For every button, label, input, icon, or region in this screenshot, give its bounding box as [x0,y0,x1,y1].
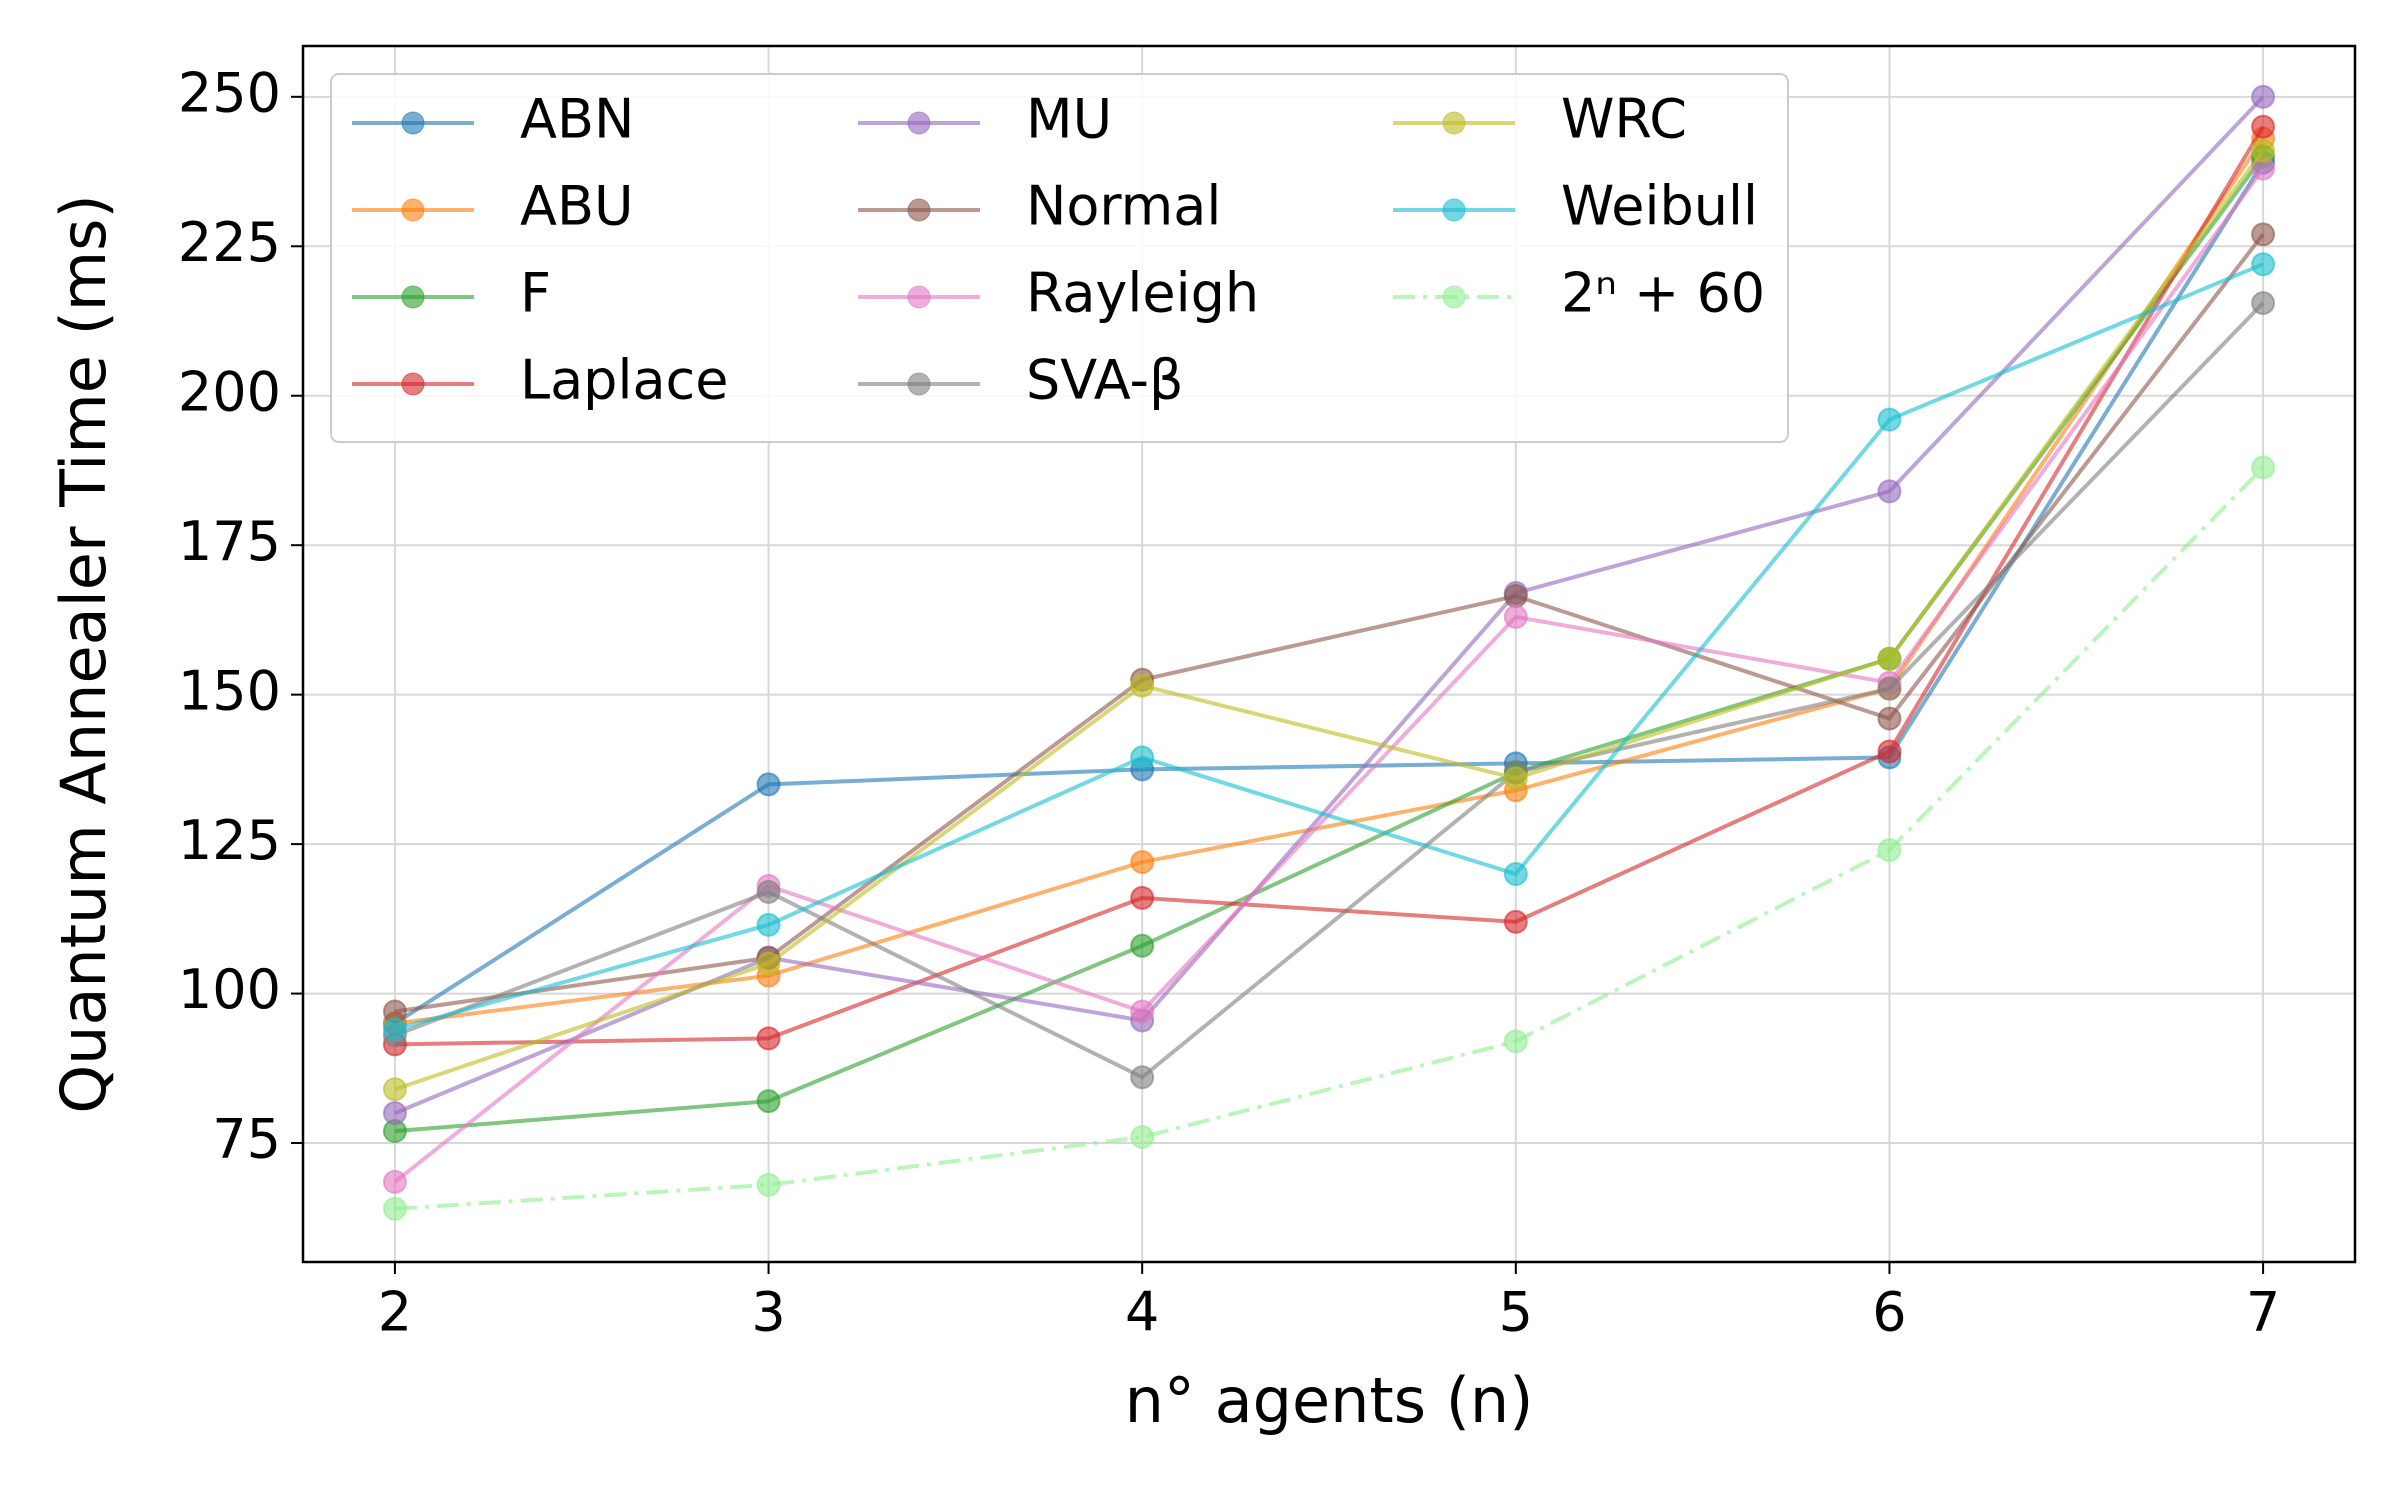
legend-label: Rayleigh [1026,262,1259,325]
point [1130,933,1155,958]
legend-marker [907,111,931,135]
legend-marker [1442,111,1466,135]
legend-marker [1442,198,1466,222]
point [2251,114,2276,139]
point [2251,455,2276,480]
point [1130,850,1155,875]
legend-marker [401,372,425,396]
point [1130,1065,1155,1090]
point [1877,706,1902,731]
y-tick-label: 125 [178,809,281,872]
legend-label: MU [1026,88,1112,151]
x-tick-label: 5 [1499,1281,1533,1344]
y-tick-label: 100 [178,958,281,1021]
legend-marker [907,198,931,222]
legend-marker [1442,285,1466,309]
x-axis-label: n° agents (n) [1125,1364,1534,1437]
point [1877,739,1902,764]
legend-label: WRC [1561,88,1687,151]
series-line [394,466,2265,1211]
point [2251,222,2276,247]
point [1877,646,1902,671]
plot-frame [301,44,2357,1264]
point [756,951,781,976]
point [1503,862,1528,887]
point [1877,838,1902,863]
y-tick-label: 225 [178,211,281,274]
x-tick-label: 2 [378,1281,412,1344]
point [756,879,781,904]
legend-label: ABN [520,88,634,151]
legend-marker [907,285,931,309]
y-tick-label: 250 [178,61,281,124]
series-line [393,161,2265,1026]
point [756,1172,781,1197]
point [756,912,781,937]
point [1503,909,1528,934]
y-axis-label: Quantum Annealer Time (ms) [47,194,120,1113]
point [382,1017,407,1042]
x-tick-label: 6 [1872,1281,1906,1344]
point [1130,1125,1155,1150]
point [1130,673,1155,698]
y-tick-label: 200 [178,360,281,423]
legend-label: ABU [520,175,634,238]
point [382,1077,407,1102]
legend-marker [401,285,425,309]
point [756,1026,781,1051]
legend-label: Normal [1026,175,1221,238]
y-tick-label: 175 [178,510,281,573]
x-tick-label: 7 [2246,1281,2280,1344]
point [382,1196,407,1221]
series-line [394,233,2265,1014]
legend-label: SVA-β [1026,349,1183,412]
point [1503,604,1528,629]
point [382,1101,407,1126]
legend-label: Laplace [520,349,728,412]
legend-marker [401,111,425,135]
series-line [394,149,2265,1092]
y-tick-label: 150 [178,659,281,722]
point [1130,745,1155,770]
x-tick-label: 4 [1125,1281,1159,1344]
point [382,1169,407,1194]
y-tick-label: 75 [212,1108,281,1171]
point [1503,766,1528,791]
legend-marker [907,372,931,396]
series-line [394,301,2265,1080]
point [1503,584,1528,609]
series-line [394,125,2265,1047]
point [1130,999,1155,1024]
point [2251,252,2276,277]
legend-box [330,73,1789,443]
point [1877,676,1902,701]
point [1130,885,1155,910]
point [756,1089,781,1114]
point [2251,138,2276,163]
point [1877,407,1902,432]
legend-label: F [520,262,551,325]
legend-marker [401,198,425,222]
legend-label: Weibull [1561,175,1758,238]
x-tick-label: 3 [751,1281,785,1344]
point [2251,84,2276,109]
point [2251,291,2276,316]
series-line [394,262,2264,1032]
point [1503,1029,1528,1054]
point [1877,479,1902,504]
legend-label: 2ⁿ + 60 [1561,262,1765,325]
point [756,772,781,797]
